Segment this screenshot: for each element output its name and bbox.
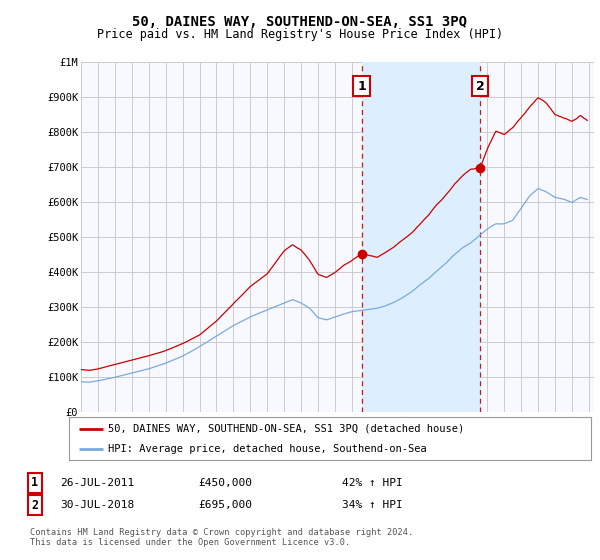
Text: 50, DAINES WAY, SOUTHEND-ON-SEA, SS1 3PQ: 50, DAINES WAY, SOUTHEND-ON-SEA, SS1 3PQ (133, 15, 467, 29)
Text: 26-JUL-2011: 26-JUL-2011 (60, 478, 134, 488)
Text: 34% ↑ HPI: 34% ↑ HPI (342, 500, 403, 510)
Text: 2: 2 (476, 80, 485, 92)
Text: 1: 1 (31, 476, 38, 489)
Text: 1: 1 (357, 80, 366, 92)
Text: £450,000: £450,000 (198, 478, 252, 488)
Text: £695,000: £695,000 (198, 500, 252, 510)
Text: HPI: Average price, detached house, Southend-on-Sea: HPI: Average price, detached house, Sout… (108, 445, 427, 454)
Text: 42% ↑ HPI: 42% ↑ HPI (342, 478, 403, 488)
Text: 50, DAINES WAY, SOUTHEND-ON-SEA, SS1 3PQ (detached house): 50, DAINES WAY, SOUTHEND-ON-SEA, SS1 3PQ… (108, 424, 464, 434)
Text: 30-JUL-2018: 30-JUL-2018 (60, 500, 134, 510)
Bar (362, 62, 480, 412)
Text: Price paid vs. HM Land Registry's House Price Index (HPI): Price paid vs. HM Land Registry's House … (97, 28, 503, 41)
Text: 2: 2 (31, 498, 38, 512)
Text: Contains HM Land Registry data © Crown copyright and database right 2024.
This d: Contains HM Land Registry data © Crown c… (30, 528, 413, 547)
